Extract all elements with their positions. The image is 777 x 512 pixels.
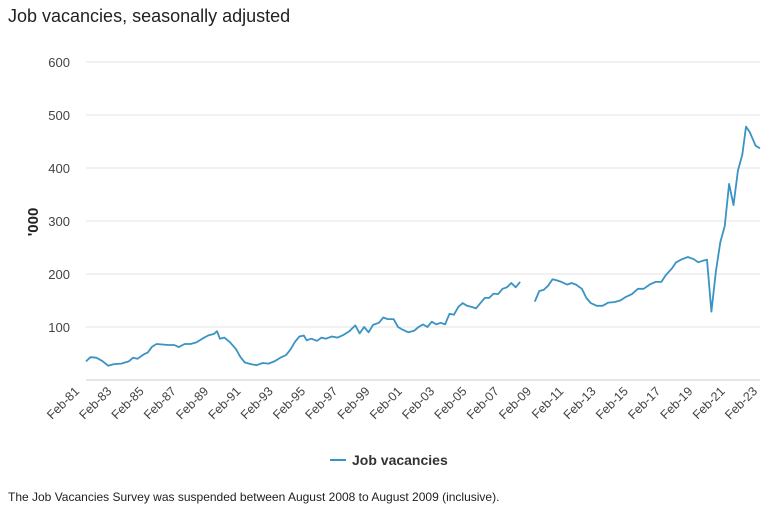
x-tick-label: Feb-95	[270, 384, 308, 422]
legend-swatch-job-vacancies	[330, 459, 346, 461]
x-tick-labels: Feb-81Feb-83Feb-85Feb-87Feb-89Feb-91Feb-…	[44, 384, 760, 422]
y-tick-label: 200	[48, 267, 70, 282]
series-line-job-vacancies-segment-2	[533, 125, 761, 313]
x-tick-label: Feb-85	[109, 384, 147, 422]
series-layer	[85, 125, 761, 367]
grid-layer	[86, 61, 760, 381]
x-tick-label: Feb-03	[399, 384, 437, 422]
x-tick-label: Feb-91	[206, 384, 244, 422]
x-tick-label: Feb-15	[593, 384, 631, 422]
x-tick-label: Feb-89	[173, 384, 211, 422]
legend[interactable]: Job vacancies	[330, 452, 448, 468]
x-tick-label: Feb-21	[690, 384, 728, 422]
x-tick-label: Feb-87	[141, 384, 179, 422]
y-tick-label: 100	[48, 320, 70, 335]
y-tick-labels: 100 200 300 400 500 600	[48, 55, 70, 335]
series-line-job-vacancies-segment-1	[85, 281, 521, 367]
y-tick-label: 500	[48, 108, 70, 123]
x-tick-label: Feb-11	[529, 384, 566, 421]
chart-title: Job vacancies, seasonally adjusted	[8, 6, 291, 26]
x-tick-label: Feb-19	[658, 384, 696, 422]
x-tick-label: Feb-07	[464, 384, 502, 422]
legend-label-job-vacancies: Job vacancies	[352, 452, 448, 468]
x-tick-label: Feb-17	[625, 384, 663, 422]
x-tick-label: Feb-99	[335, 384, 373, 422]
x-tick-label: Feb-81	[44, 384, 82, 422]
x-tick-label: Feb-83	[76, 384, 114, 422]
x-tick-label: Feb-97	[302, 384, 340, 422]
x-tick-label: Feb-23	[722, 384, 760, 422]
x-tick-label: Feb-05	[432, 384, 470, 422]
x-tick-label: Feb-93	[238, 384, 276, 422]
y-axis-label: '000	[25, 208, 42, 237]
footnote: The Job Vacancies Survey was suspended b…	[8, 490, 500, 504]
y-tick-label: 400	[48, 161, 70, 176]
x-tick-label: Feb-09	[496, 384, 534, 422]
y-tick-label: 600	[48, 55, 70, 70]
y-tick-label: 300	[48, 214, 70, 229]
x-tick-label: Feb-01	[367, 384, 405, 422]
x-tick-label: Feb-13	[561, 384, 599, 422]
